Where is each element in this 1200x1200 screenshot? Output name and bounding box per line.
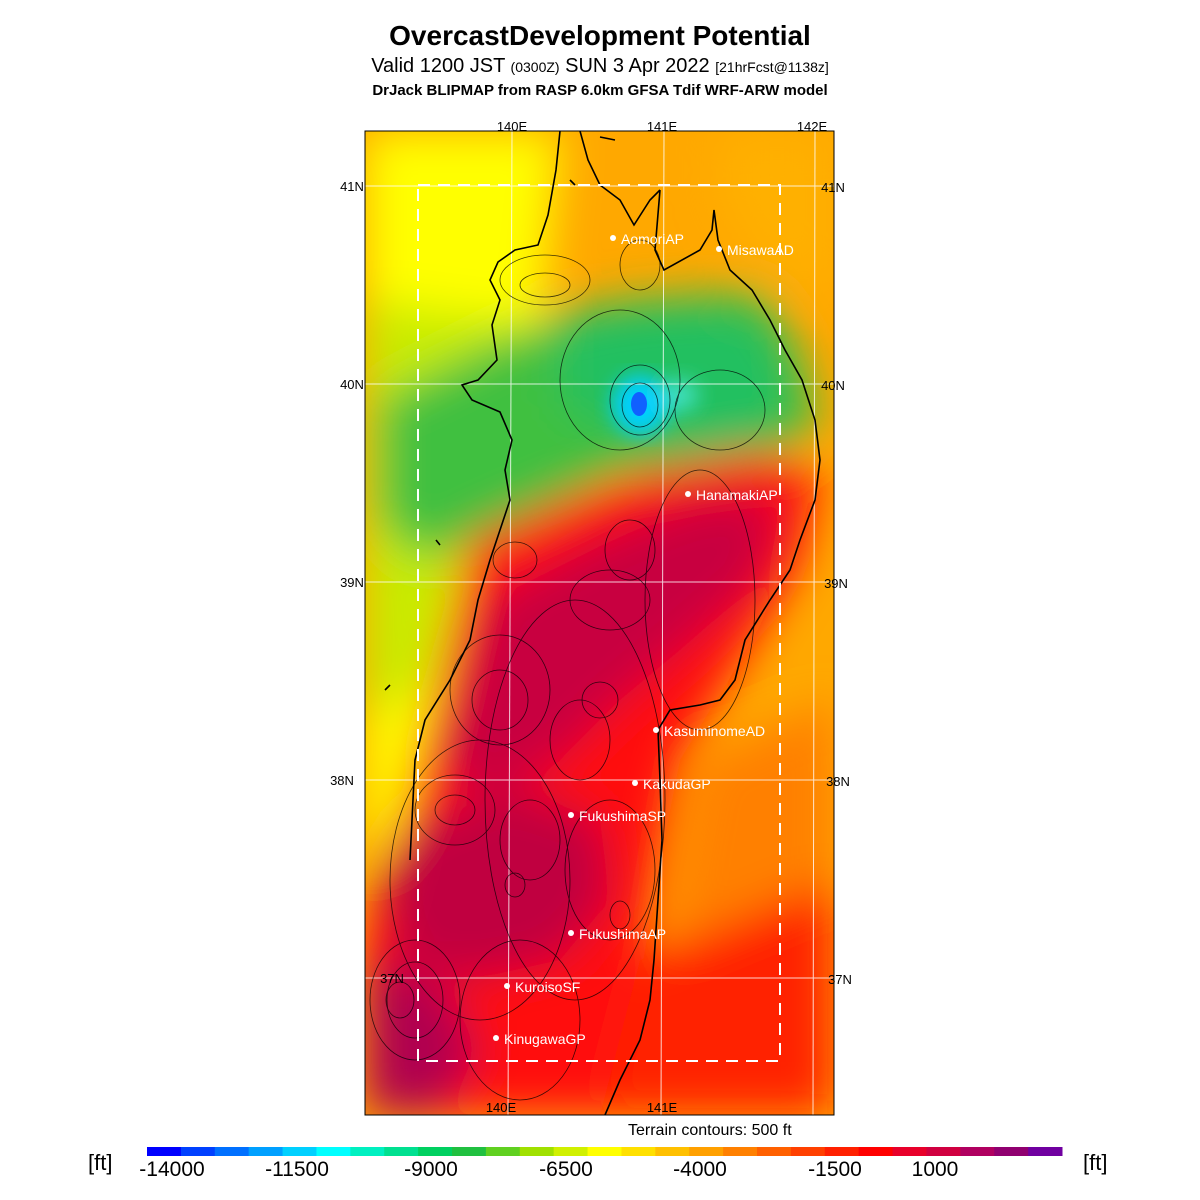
colorbar-swatch (994, 1147, 1029, 1156)
color-field (365, 131, 834, 1115)
station-dot-icon (685, 491, 691, 497)
lat-label: 37N (828, 972, 852, 987)
colorbar-swatch (858, 1147, 894, 1156)
colorbar-swatch (553, 1147, 589, 1156)
svg-text:KasuminomeAD: KasuminomeAD (664, 723, 765, 739)
station-kakuda-gp: KakudaGP (632, 776, 711, 792)
lon-label: 141E (647, 1100, 678, 1115)
colorbar-tick-label: -9000 (404, 1158, 458, 1181)
colorbar-unit-left: [ft] (88, 1150, 113, 1175)
station-dot-icon (504, 983, 510, 989)
colorbar-swatch (655, 1147, 690, 1156)
station-dot-icon (493, 1035, 499, 1041)
station-misawa-ad: MisawaAD (716, 242, 794, 258)
colorbar-swatch (485, 1147, 521, 1156)
colorbar-swatch (790, 1147, 826, 1156)
station-kinugawa-gp: KinugawaGP (493, 1031, 586, 1047)
latitude-labels-left: 41N 40N 39N 38N 37N (330, 179, 404, 986)
model-description: DrJack BLIPMAP from RASP 6.0km GFSA Tdif… (372, 82, 828, 99)
colorbar-swatch (384, 1147, 419, 1156)
lat-label: 41N (821, 180, 845, 195)
colorbar-swatch (689, 1147, 724, 1156)
lat-label: 41N (340, 179, 364, 194)
colorbar-swatch (519, 1147, 555, 1156)
map-title: OvercastDevelopment Potential (389, 20, 811, 51)
lat-label: 39N (340, 575, 364, 590)
station-kuroiso-sf: KuroisoSF (504, 979, 580, 995)
valid-time: Valid 1200 JST (371, 55, 505, 77)
station-hanamaki-ap: HanamakiAP (685, 487, 778, 503)
svg-text:MisawaAD: MisawaAD (727, 242, 794, 258)
lat-label: 38N (826, 774, 850, 789)
colorbar-tick-labels: -14000 -11500 -9000 -6500 -4000 -1500 10… (0, 1158, 1200, 1188)
latitude-labels-right: 41N 40N 39N 38N 37N (821, 180, 852, 987)
colorbar-tick-label: -1500 (808, 1158, 862, 1181)
forecast-info: [21hrFcst@1138z] (715, 59, 829, 75)
lat-label: 37N (380, 971, 404, 986)
colorbar-unit-right: [ft] (1083, 1150, 1108, 1175)
colorbar-swatch (723, 1147, 758, 1156)
station-markers: AomoriAP MisawaAD HanamakiAP KasuminomeA… (493, 231, 794, 1047)
valid-time-line: Valid 1200 JST (0300Z) SUN 3 Apr 2022 [2… (0, 55, 1200, 78)
station-dot-icon (610, 235, 616, 241)
colorbar-swatch (757, 1147, 792, 1156)
colorbar-swatch (824, 1147, 860, 1156)
colorbar-swatch (248, 1147, 284, 1156)
colorbar-swatch (960, 1147, 995, 1156)
station-dot-icon (568, 812, 574, 818)
colorbar-swatch (147, 1147, 182, 1156)
colorbar-swatch (180, 1147, 216, 1156)
station-fukushima-sp: FukushimaSP (568, 808, 666, 824)
valid-date: SUN 3 Apr 2022 (565, 55, 710, 77)
svg-text:KuroisoSF: KuroisoSF (515, 979, 580, 995)
colorbar (147, 1147, 1063, 1156)
colorbar-swatch (926, 1147, 961, 1156)
station-dot-icon (632, 780, 638, 786)
lon-label: 140E (486, 1100, 517, 1115)
colorbar-swatch (350, 1147, 385, 1156)
station-kasuminome-ad: KasuminomeAD (653, 723, 765, 739)
colorbar-tick-label: -11500 (265, 1158, 329, 1181)
lat-label: 40N (340, 377, 364, 392)
svg-text:KinugawaGP: KinugawaGP (504, 1031, 586, 1047)
longitude-labels-bottom: 140E 141E (486, 1100, 678, 1115)
colorbar-tick-label: -6500 (539, 1158, 593, 1181)
colorbar-swatch (892, 1147, 927, 1156)
lon-label: 140E (497, 119, 528, 134)
lat-label: 38N (330, 773, 354, 788)
colorbar-swatch (282, 1147, 317, 1156)
longitude-labels-top: 140E 141E 142E (497, 119, 828, 134)
station-dot-icon (653, 727, 659, 733)
svg-text:HanamakiAP: HanamakiAP (696, 487, 778, 503)
colorbar-swatch (452, 1147, 487, 1156)
station-aomori-ap: AomoriAP (610, 231, 684, 247)
station-dot-icon (716, 246, 722, 252)
lat-label: 39N (824, 576, 848, 591)
colorbar-tick-label: 1000 (911, 1158, 959, 1181)
station-dot-icon (568, 930, 574, 936)
lon-label: 141E (647, 119, 678, 134)
colorbar-swatch (1028, 1147, 1063, 1156)
colorbar-tick-label: -14000 (139, 1158, 205, 1181)
svg-text:FukushimaAP: FukushimaAP (579, 926, 666, 942)
lon-label: 142E (797, 119, 828, 134)
colorbar-swatch (316, 1147, 351, 1156)
utc-time: (0300Z) (510, 59, 560, 75)
station-fukushima-ap: FukushimaAP (568, 926, 666, 942)
colorbar-swatch (621, 1147, 656, 1156)
colorbar-swatch (418, 1147, 453, 1156)
lat-label: 40N (821, 378, 845, 393)
colorbar-swatch (587, 1147, 622, 1156)
colorbar-tick-label: -4000 (673, 1158, 727, 1181)
svg-text:AomoriAP: AomoriAP (621, 231, 684, 247)
colorbar-swatch (214, 1147, 250, 1156)
svg-text:FukushimaSP: FukushimaSP (579, 808, 666, 824)
svg-text:KakudaGP: KakudaGP (643, 776, 711, 792)
terrain-contour-note: Terrain contours: 500 ft (628, 1122, 792, 1139)
